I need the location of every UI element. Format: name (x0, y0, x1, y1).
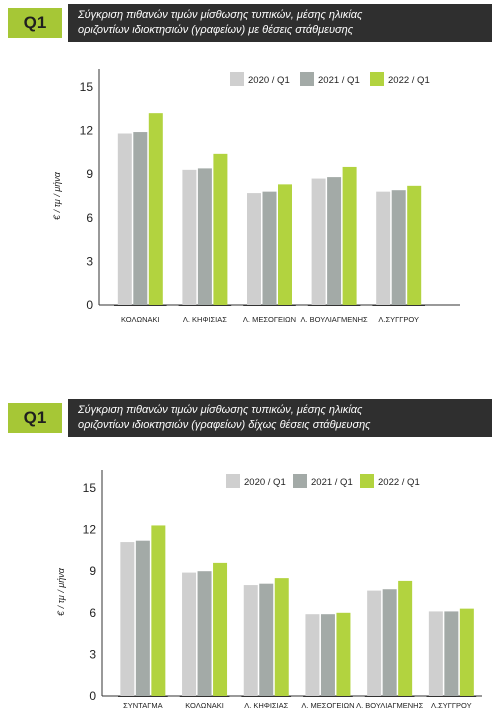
bar (391, 190, 406, 305)
bar (327, 177, 342, 305)
bar-chart-2: 0 3 6 9 12 15 € / τμ / μήνα ΣΥΝΤΑΓΜΑ ΚΟΛΩΝΑΚΙ Λ. … (56, 470, 482, 710)
bar (459, 608, 474, 696)
bar (444, 611, 459, 696)
y-tick-label: 12 (80, 124, 94, 138)
x-category-label: ΣΥΝΤΑΓΜΑ (123, 701, 162, 710)
bar (120, 542, 135, 696)
chart-panel-1: Q1 Σύγκριση πιθανών τιμών μίσθωσης τυπικ… (0, 0, 499, 360)
y-tick-label: 12 (83, 523, 97, 537)
chart-title: Σύγκριση πιθανών τιμών μίσθωσης τυπικών,… (68, 399, 492, 437)
chart-title: Σύγκριση πιθανών τιμών μίσθωσης τυπικών,… (68, 4, 492, 42)
legend-swatch (230, 72, 244, 86)
legend-label: 2021 / Q1 (311, 477, 353, 488)
x-category-label: ΚΟΛΩΝΑΚΙ (185, 701, 224, 710)
y-tick-label: 9 (89, 564, 96, 578)
y-tick-label: 15 (83, 481, 97, 495)
bar (259, 583, 274, 696)
bar (148, 113, 163, 305)
y-tick-label: 0 (89, 689, 96, 703)
bar (213, 562, 228, 696)
bar (213, 153, 228, 305)
legend-swatch (293, 474, 307, 488)
chart-title-line2: οριζοντίων ιδιοκτησιών (γραφείων) δίχως … (78, 419, 371, 431)
x-category-label: Λ. ΚΗΦΙΣΙΑΣ (183, 315, 227, 324)
legend-label: 2021 / Q1 (318, 75, 360, 86)
legend-swatch (300, 72, 314, 86)
legend-swatch (370, 72, 384, 86)
bar (197, 571, 212, 696)
y-tick-label: 15 (80, 80, 94, 94)
quarter-badge: Q1 (8, 8, 62, 38)
y-tick-label: 3 (86, 254, 93, 268)
x-category-label: Λ.ΣΥΓΓΡΟΥ (431, 701, 472, 710)
y-axis-label: € / τμ / μήνα (52, 171, 62, 220)
bar (133, 132, 148, 305)
legend-label: 2022 / Q1 (388, 75, 430, 86)
x-category-label: Λ. ΚΗΦΙΣΙΑΣ (244, 701, 288, 710)
legend-label: 2022 / Q1 (378, 477, 420, 488)
bar (342, 166, 357, 305)
bar (367, 590, 382, 696)
bar (135, 540, 150, 696)
legend-label: 2020 / Q1 (244, 477, 286, 488)
bar (382, 589, 397, 696)
x-category-label: Λ. ΜΕΣΟΓΕΙΩΝ (243, 315, 296, 324)
chart-panel-2: Q1 Σύγκριση πιθανών τιμών μίσθωσης τυπικ… (0, 395, 499, 721)
bar-chart-1: 0 3 6 9 12 15 € / τμ / μήνα ΚΟΛΩΝΑΚΙ Λ. ΚΗΦΙΣΙΑΣ… (52, 69, 460, 324)
bar (262, 191, 277, 305)
x-category-label: Λ.ΣΥΓΓΡΟΥ (378, 315, 419, 324)
bar (336, 612, 351, 696)
bar (182, 572, 197, 696)
y-tick-label: 9 (86, 167, 93, 181)
bar (398, 580, 413, 696)
chart-title-line2: οριζοντίων ιδιοκτησιών (γραφείων) με θέσ… (78, 24, 354, 36)
bar (305, 614, 320, 696)
legend-label: 2020 / Q1 (248, 75, 290, 86)
chart-title-line1: Σύγκριση πιθανών τιμών μίσθωσης τυπικών,… (78, 404, 363, 416)
x-category-label: Λ. ΜΕΣΟΓΕΙΩΝ (301, 701, 354, 710)
bar (151, 525, 166, 696)
x-category-label: Λ. ΒΟΥΛΙΑΓΜΕΝΗΣ (356, 701, 424, 710)
x-category-label: ΚΟΛΩΝΑΚΙ (121, 315, 160, 324)
legend-swatch (360, 474, 374, 488)
bar (117, 133, 132, 305)
bar (311, 178, 326, 305)
y-tick-label: 0 (86, 298, 93, 312)
bar (274, 578, 289, 696)
y-tick-label: 3 (89, 647, 96, 661)
bar (320, 614, 335, 696)
bar (197, 168, 212, 305)
chart-title-line1: Σύγκριση πιθανών τιμών μίσθωσης τυπικών,… (78, 9, 363, 21)
bar (278, 184, 292, 305)
bar (428, 611, 443, 696)
y-tick-label: 6 (86, 211, 93, 225)
legend-swatch (226, 474, 240, 488)
bar (243, 585, 258, 696)
bar (182, 169, 197, 305)
bar (247, 193, 261, 305)
x-category-label: Λ. ΒΟΥΛΙΑΓΜΕΝΗΣ (301, 315, 369, 324)
y-axis-label: € / τμ / μήνα (56, 567, 66, 616)
quarter-badge: Q1 (8, 403, 62, 433)
bar (407, 185, 422, 305)
bar (376, 191, 391, 305)
y-tick-label: 6 (89, 606, 96, 620)
